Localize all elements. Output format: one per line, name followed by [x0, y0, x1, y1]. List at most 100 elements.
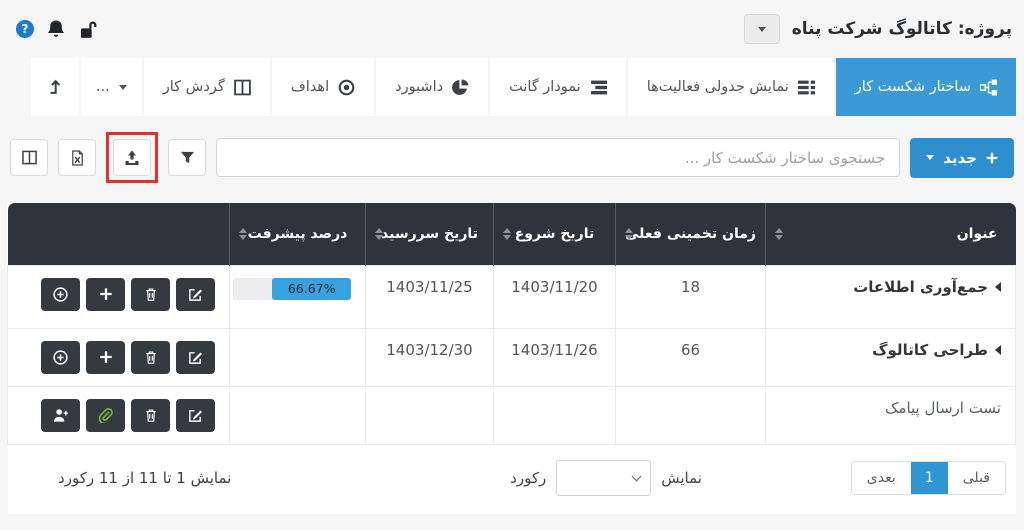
start-date-cell	[493, 385, 616, 445]
edit-button[interactable]	[176, 340, 215, 374]
caret-down-icon	[757, 26, 766, 32]
filter-button[interactable]	[168, 139, 206, 176]
start-date-cell: 1403/11/20	[493, 264, 616, 329]
start-date-cell: 1403/11/26	[493, 327, 616, 387]
level-up-icon	[46, 78, 64, 96]
table-header-row: عنوان زمان تخمینی فعلی تاریخ شروع تاریخ …	[7, 203, 1016, 265]
tab-label: نمایش جدولی فعالیت‌ها	[646, 79, 789, 95]
column-label: تاریخ سررسید	[381, 225, 478, 242]
delete-button[interactable]	[131, 340, 170, 374]
page-size-control: نمایش رکورد	[510, 459, 702, 496]
tab-label: ...	[95, 79, 110, 95]
table-footer: قبلی 1 بعدی نمایش رکورد نمایش 1 تا 11 از…	[8, 444, 1016, 514]
row-actions	[22, 340, 215, 374]
delete-button[interactable]	[131, 277, 170, 311]
title-cell: طراحی کاتالوگ	[765, 327, 1016, 387]
filter-icon	[180, 150, 195, 165]
add-button[interactable]	[86, 340, 125, 374]
tab-dashboard[interactable]: داشبورد	[376, 58, 489, 116]
table-row: تست ارسال پیامک	[7, 385, 1016, 445]
column-header-title[interactable]: عنوان	[765, 203, 1016, 265]
row-title-label: تست ارسال پیامک	[884, 398, 1001, 417]
trash-icon	[144, 408, 158, 423]
column-header-start-date[interactable]: تاریخ شروع	[493, 203, 616, 265]
help-icon[interactable]: ?	[16, 20, 34, 38]
actions-cell	[7, 385, 230, 445]
toolbar: جدید	[0, 116, 1024, 195]
person-plus-icon	[53, 408, 69, 423]
row-title[interactable]: تست ارسال پیامک	[780, 399, 1001, 417]
estimated-time-cell: 66	[615, 327, 766, 387]
expand-caret-icon[interactable]	[995, 344, 1001, 355]
tab-gantt[interactable]: نمودار گانت	[490, 58, 626, 116]
column-label: عنوان	[956, 225, 998, 242]
add-button[interactable]	[86, 277, 125, 311]
trash-icon	[144, 350, 158, 365]
list-icon	[797, 79, 815, 96]
delete-button[interactable]	[131, 398, 170, 432]
edit-icon	[188, 350, 203, 365]
edit-button[interactable]	[176, 398, 215, 432]
columns-icon	[233, 79, 251, 96]
assign-user-button[interactable]	[41, 398, 80, 432]
tab-label: ساختار شکست کار	[854, 79, 971, 95]
expand-caret-icon[interactable]	[995, 281, 1001, 292]
tab-wbs[interactable]: ساختار شکست کار	[835, 58, 1016, 116]
upload-button[interactable]	[113, 139, 151, 176]
wbs-table-wrap: عنوان زمان تخمینی فعلی تاریخ شروع تاریخ …	[7, 203, 1016, 445]
sort-icon[interactable]	[775, 227, 783, 240]
tab-export[interactable]	[30, 58, 79, 116]
progress-bar: 66.67%	[233, 277, 351, 300]
topbar-icons: ?	[16, 19, 97, 39]
row-title[interactable]: طراحی کاتالوگ	[780, 341, 1001, 359]
column-header-due-date[interactable]: تاریخ سررسید	[365, 203, 494, 265]
chevron-down-icon	[631, 471, 642, 481]
file-excel-icon	[70, 149, 85, 166]
sort-icon[interactable]	[239, 227, 247, 240]
search-input[interactable]	[216, 138, 901, 177]
edit-button[interactable]	[176, 277, 215, 311]
tab-label: نمودار گانت	[509, 79, 581, 95]
circle-plus-icon	[53, 286, 68, 302]
table-row: جمع‌آوری اطلاعات 18 1403/11/20 1403/11/2…	[7, 264, 1016, 329]
row-actions	[22, 277, 215, 311]
caret-down-icon	[118, 84, 127, 90]
project-dropdown-button[interactable]	[743, 14, 780, 44]
column-header-progress[interactable]: درصد پیشرفت	[229, 203, 366, 265]
prev-page-button[interactable]: قبلی	[947, 461, 1005, 494]
tab-goals[interactable]: اهداف	[271, 58, 375, 116]
tab-label: داشبورد	[395, 79, 444, 95]
sort-icon[interactable]	[625, 227, 633, 240]
attachment-button[interactable]	[86, 398, 125, 432]
column-visibility-button[interactable]	[10, 139, 48, 176]
current-page-button[interactable]: 1	[910, 461, 948, 494]
page-size-select[interactable]	[556, 459, 652, 496]
export-excel-button[interactable]	[58, 139, 96, 176]
plus-icon	[99, 287, 113, 301]
add-child-button[interactable]	[41, 340, 80, 374]
record-label: رکورد	[510, 468, 547, 487]
estimated-time-cell: 18	[615, 264, 766, 329]
tab-more-menu[interactable]: ...	[80, 58, 142, 116]
tab-label: گردش کار	[162, 79, 225, 95]
row-title[interactable]: جمع‌آوری اطلاعات	[780, 278, 1001, 296]
column-label: زمان تخمینی فعلی	[625, 225, 756, 242]
sort-icon[interactable]	[375, 227, 383, 240]
unlock-icon[interactable]	[78, 20, 97, 39]
hierarchy-icon	[980, 79, 997, 96]
estimated-time-cell	[615, 385, 766, 445]
next-page-button[interactable]: بعدی	[851, 461, 911, 494]
new-button[interactable]: جدید	[910, 137, 1014, 178]
sort-icon[interactable]	[503, 227, 511, 240]
project-title-group: پروژه: کاتالوگ شرکت پناه	[743, 14, 1012, 44]
column-header-estimated-time[interactable]: زمان تخمینی فعلی	[615, 203, 766, 265]
bell-icon[interactable]	[46, 19, 66, 39]
column-header-actions	[7, 203, 230, 265]
tab-workflow[interactable]: گردش کار	[143, 58, 270, 116]
add-child-button[interactable]	[41, 277, 80, 311]
topbar: پروژه: کاتالوگ شرکت پناه ?	[0, 0, 1024, 58]
paperclip-icon	[98, 407, 113, 423]
tab-activities-table[interactable]: نمایش جدولی فعالیت‌ها	[627, 58, 834, 116]
new-button-label: جدید	[943, 148, 977, 167]
pagination: قبلی 1 بعدی	[850, 460, 1006, 495]
